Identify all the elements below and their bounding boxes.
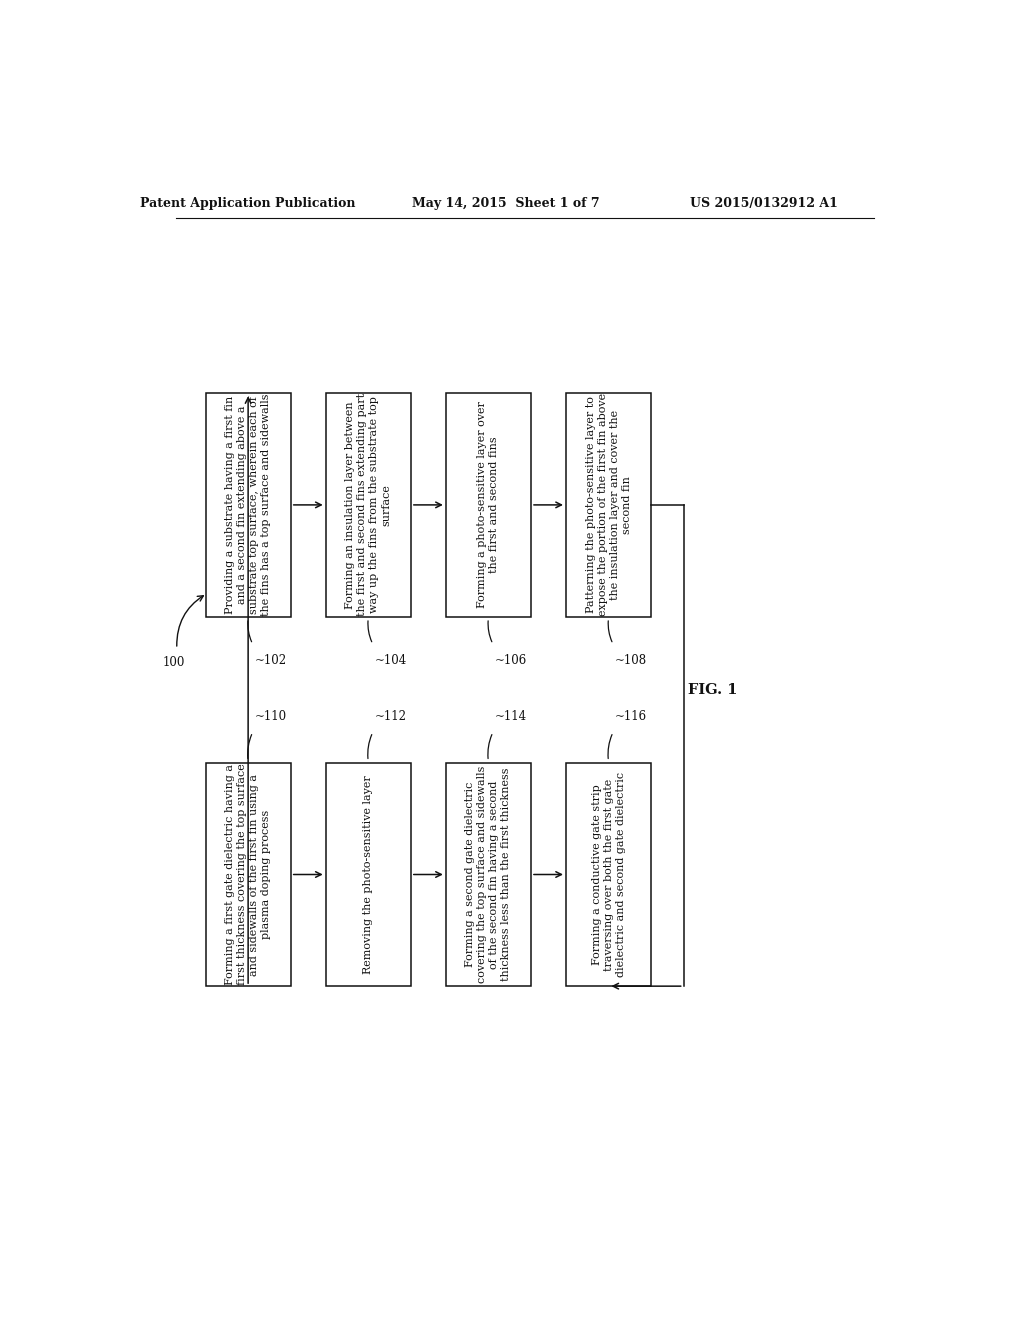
Text: Forming a photo-sensitive layer over
the first and second fins: Forming a photo-sensitive layer over the… xyxy=(477,401,500,609)
Text: Forming an insulation layer between
the first and second fins extending part
way: Forming an insulation layer between the … xyxy=(345,393,391,616)
Text: Forming a second gate dielectric
covering the top surface and sidewalls
of the s: Forming a second gate dielectric coverin… xyxy=(465,766,511,983)
Text: Removing the photo-sensitive layer: Removing the photo-sensitive layer xyxy=(364,775,374,974)
Text: Patent Application Publication: Patent Application Publication xyxy=(140,197,356,210)
Bar xyxy=(445,763,531,986)
Text: Forming a conductive gate strip
traversing over both the first gate
dielectric a: Forming a conductive gate strip traversi… xyxy=(592,772,626,977)
Text: Forming a first gate dielectric having a
first thickness covering the top surfac: Forming a first gate dielectric having a… xyxy=(225,764,271,985)
Text: ~116: ~116 xyxy=(614,710,647,723)
Text: ~110: ~110 xyxy=(254,710,287,723)
Text: Patterning the photo-sensitive layer to
expose the portion of the first fin abov: Patterning the photo-sensitive layer to … xyxy=(586,393,632,616)
Bar xyxy=(566,763,651,986)
Text: Providing a substrate having a first fin
and a second fin extending above a
subs: Providing a substrate having a first fin… xyxy=(225,393,271,616)
Bar xyxy=(326,393,411,616)
Text: ~108: ~108 xyxy=(614,653,647,667)
Text: US 2015/0132912 A1: US 2015/0132912 A1 xyxy=(689,197,838,210)
Text: FIG. 1: FIG. 1 xyxy=(688,682,738,697)
Text: ~104: ~104 xyxy=(375,653,407,667)
Bar xyxy=(566,393,651,616)
Text: May 14, 2015  Sheet 1 of 7: May 14, 2015 Sheet 1 of 7 xyxy=(412,197,599,210)
Text: 100: 100 xyxy=(163,656,185,669)
Bar xyxy=(206,393,291,616)
Text: ~114: ~114 xyxy=(495,710,526,723)
Bar xyxy=(445,393,531,616)
Bar xyxy=(326,763,411,986)
Text: ~102: ~102 xyxy=(254,653,287,667)
Text: ~112: ~112 xyxy=(375,710,407,723)
Bar xyxy=(206,763,291,986)
Text: ~106: ~106 xyxy=(495,653,526,667)
